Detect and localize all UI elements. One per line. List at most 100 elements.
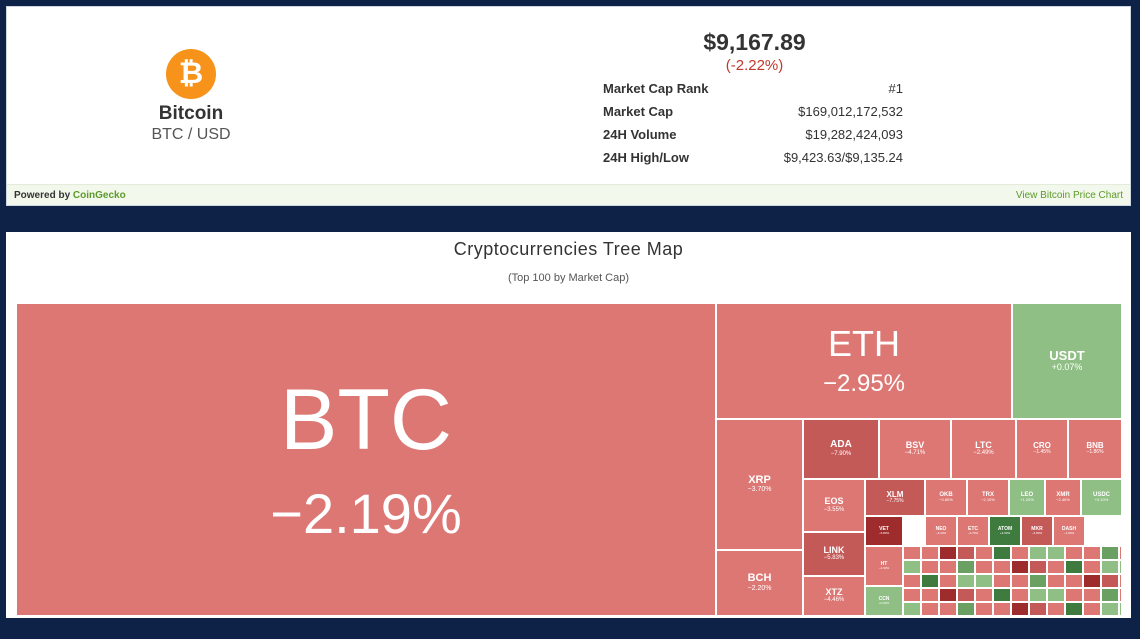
- treemap-tile-xmr[interactable]: XMR −2.40%: [1045, 479, 1081, 516]
- treemap-tile-small[interactable]: [1065, 588, 1083, 602]
- treemap-tile-small[interactable]: [939, 602, 957, 616]
- treemap-tile-usdt[interactable]: USDT +0.07%: [1012, 303, 1122, 419]
- treemap-tile-neo[interactable]: NEO −3.10%: [925, 516, 957, 546]
- treemap-tile-small[interactable]: [957, 574, 975, 588]
- treemap-tile-small[interactable]: [1119, 602, 1122, 616]
- treemap-tile-small[interactable]: [1047, 574, 1065, 588]
- treemap-tile-small[interactable]: [1011, 588, 1029, 602]
- treemap-tile-small[interactable]: [993, 560, 1011, 574]
- treemap-tile-link[interactable]: LINK −5.83%: [803, 532, 865, 576]
- treemap-tile-small[interactable]: [1011, 560, 1029, 574]
- treemap-tile-small[interactable]: [975, 560, 993, 574]
- treemap-tile-small[interactable]: [1011, 546, 1029, 560]
- treemap-tile-small[interactable]: [993, 546, 1011, 560]
- tile-symbol: BTC: [280, 371, 452, 468]
- treemap-tile-small[interactable]: [903, 560, 921, 574]
- treemap-tile-small[interactable]: [939, 588, 957, 602]
- treemap-tile-okb[interactable]: OKB −0.80%: [925, 479, 967, 516]
- treemap-tile-small[interactable]: [1083, 602, 1101, 616]
- treemap-tile-small[interactable]: [903, 546, 921, 560]
- treemap-tile-small[interactable]: [903, 574, 921, 588]
- treemap-tile-mkr[interactable]: MKR −4.80%: [1021, 516, 1053, 546]
- treemap-tile-small[interactable]: [1065, 560, 1083, 574]
- treemap-tile-small[interactable]: [993, 588, 1011, 602]
- treemap-tile-ht[interactable]: HT −2.30%: [865, 546, 903, 586]
- treemap-tile-eth[interactable]: ETH −2.95%: [716, 303, 1012, 419]
- view-price-chart-link[interactable]: View Bitcoin Price Chart: [1015, 189, 1123, 201]
- treemap-tile-small[interactable]: [993, 602, 1011, 616]
- coingecko-link[interactable]: CoinGecko: [72, 189, 126, 201]
- treemap-tile-small[interactable]: [921, 546, 939, 560]
- treemap-tile-small[interactable]: [957, 602, 975, 616]
- treemap-tile-small[interactable]: [1029, 588, 1047, 602]
- treemap-tile-small[interactable]: [1083, 574, 1101, 588]
- treemap-tile-dash[interactable]: DASH −1.90%: [1053, 516, 1085, 546]
- treemap-tile-ltc[interactable]: LTC −2.49%: [951, 419, 1016, 479]
- treemap-tile-usdc[interactable]: USDC +0.10%: [1081, 479, 1122, 516]
- treemap-tile-small[interactable]: [1065, 546, 1083, 560]
- treemap-tile-small[interactable]: [1029, 546, 1047, 560]
- treemap-tile-small[interactable]: [1101, 546, 1119, 560]
- treemap-tile-small[interactable]: [939, 546, 957, 560]
- treemap-tile-small[interactable]: [1101, 560, 1119, 574]
- treemap-tile-small[interactable]: [957, 546, 975, 560]
- treemap-tile-small[interactable]: [1065, 602, 1083, 616]
- treemap-tile-small[interactable]: [1101, 602, 1119, 616]
- treemap-tile-small[interactable]: [1029, 574, 1047, 588]
- treemap-tile-small[interactable]: [1101, 588, 1119, 602]
- treemap-tile-small[interactable]: [921, 560, 939, 574]
- widget-footer: Powered by CoinGecko View Bitcoin Price …: [7, 184, 1130, 205]
- treemap-tile-small[interactable]: [1119, 560, 1122, 574]
- treemap-tile-small[interactable]: [1083, 546, 1101, 560]
- treemap-tile-small[interactable]: [1047, 602, 1065, 616]
- treemap-tile-small[interactable]: [1119, 588, 1122, 602]
- treemap-tile-small[interactable]: [1083, 560, 1101, 574]
- treemap-tile-small[interactable]: [1047, 560, 1065, 574]
- treemap-tile-vet[interactable]: VET −6.80%: [865, 516, 903, 546]
- treemap-tile-small[interactable]: [1047, 546, 1065, 560]
- treemap-tile-small[interactable]: [957, 588, 975, 602]
- treemap-tile-btc[interactable]: BTC −2.19%: [16, 303, 716, 616]
- treemap-tile-bch[interactable]: BCH −2.20%: [716, 550, 803, 616]
- treemap-tile-small[interactable]: [903, 602, 921, 616]
- treemap-tile-small[interactable]: [1119, 574, 1122, 588]
- treemap-tile-small[interactable]: [921, 574, 939, 588]
- treemap-tile-xrp[interactable]: XRP −3.70%: [716, 419, 803, 550]
- stat-value: $9,423.63/$9,135.24: [783, 150, 903, 165]
- treemap-tile-eos[interactable]: EOS −3.55%: [803, 479, 865, 532]
- treemap-tile-bsv[interactable]: BSV −4.71%: [879, 419, 951, 479]
- treemap-tile-small[interactable]: [975, 574, 993, 588]
- treemap-tile-small[interactable]: [1029, 602, 1047, 616]
- treemap-tile-small[interactable]: [1119, 546, 1122, 560]
- treemap-tile-ccn[interactable]: CCN +0.90%: [865, 586, 903, 616]
- treemap-tile-small[interactable]: [975, 588, 993, 602]
- treemap-tile-small[interactable]: [1011, 602, 1029, 616]
- treemap-tile-trx[interactable]: TRX −2.10%: [967, 479, 1009, 516]
- treemap-tile-atom[interactable]: ATOM +3.00%: [989, 516, 1021, 546]
- treemap-tile-xtz[interactable]: XTZ −4.46%: [803, 576, 865, 616]
- treemap-tile-small[interactable]: [1011, 574, 1029, 588]
- treemap-tile-small[interactable]: [921, 602, 939, 616]
- treemap-tile-small[interactable]: [939, 574, 957, 588]
- treemap-tile-small[interactable]: [1047, 588, 1065, 602]
- treemap-tile-small[interactable]: [975, 546, 993, 560]
- treemap-tile-bnb[interactable]: BNB −1.86%: [1068, 419, 1122, 479]
- treemap-tile-small[interactable]: [1101, 574, 1119, 588]
- tile-symbol: ADA: [830, 439, 852, 451]
- treemap-tile-etc[interactable]: ETC −2.70%: [957, 516, 989, 546]
- treemap-tile-small[interactable]: [957, 560, 975, 574]
- stat-row-24h-high-low: 24H High/Low $9,423.63/$9,135.24: [603, 146, 903, 169]
- treemap-tile-leo[interactable]: LEO +1.20%: [1009, 479, 1045, 516]
- stat-label: 24H Volume: [603, 127, 677, 142]
- treemap-tile-small[interactable]: [1065, 574, 1083, 588]
- treemap-tile-small[interactable]: [993, 574, 1011, 588]
- treemap-tile-xlm[interactable]: XLM −7.75%: [865, 479, 925, 516]
- treemap-tile-small[interactable]: [921, 588, 939, 602]
- treemap-tile-small[interactable]: [939, 560, 957, 574]
- treemap-tile-ada[interactable]: ADA −7.90%: [803, 419, 879, 479]
- treemap-tile-small[interactable]: [1029, 560, 1047, 574]
- treemap-tile-small[interactable]: [975, 602, 993, 616]
- treemap-tile-cro[interactable]: CRO −1.45%: [1016, 419, 1068, 479]
- treemap-tile-small[interactable]: [1083, 588, 1101, 602]
- treemap-tile-small[interactable]: [903, 588, 921, 602]
